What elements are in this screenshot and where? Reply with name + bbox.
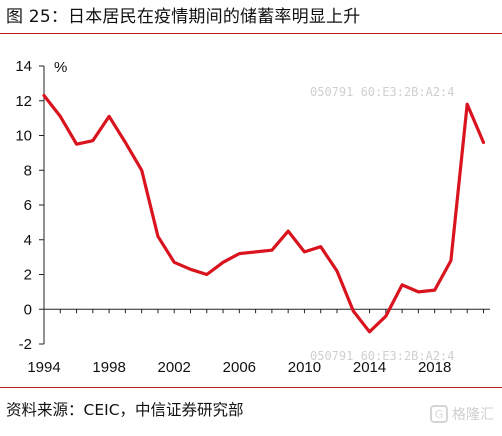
brand-watermark: G 格隆汇 [430, 404, 494, 424]
line-chart: 050791 60:E3:2B:A2:4 050791 60:E3:2B:A2:… [15, 58, 490, 376]
y-tick-label: 8 [24, 162, 32, 179]
x-tick-label: 1994 [27, 359, 60, 376]
y-tick-label: -2 [19, 336, 32, 353]
x-tick-label: 2018 [418, 359, 451, 376]
x-tick-label: 2010 [288, 359, 321, 376]
y-tick-label: 12 [15, 93, 32, 110]
y-tick-label: 6 [24, 197, 32, 214]
axes: -2 0 2 4 6 8 10 12 14 1994 1998 2002 2006 2010 2014 201… [15, 58, 490, 376]
title-divider [0, 33, 502, 34]
y-unit-label: % [54, 59, 67, 76]
x-tick-label: 2014 [353, 359, 386, 376]
y-tick-label: 2 [24, 267, 32, 284]
x-tick-label: 2002 [158, 359, 191, 376]
y-tick-label: 14 [15, 58, 32, 75]
brand-text: 格隆汇 [452, 407, 494, 423]
source-note: 资料来源：CEIC，中信证券研究部 [6, 401, 244, 419]
y-tick-label: 10 [15, 128, 32, 145]
watermark-text: 050791 60:E3:2B:A2:4 [310, 85, 455, 99]
source-divider [0, 387, 502, 388]
chart-title: 图 25：日本居民在疫情期间的储蓄率明显上升 [6, 7, 361, 27]
series-line [42, 93, 486, 334]
watermark-text: 050791 60:E3:2B:A2:4 [310, 349, 455, 363]
x-tick-label: 2006 [223, 359, 256, 376]
y-tick-label: 0 [24, 301, 32, 318]
x-tick-label: 1998 [92, 359, 125, 376]
series-layer [42, 93, 486, 334]
y-tick-label: 4 [24, 232, 32, 249]
gelonghui-logo-icon: G [430, 405, 448, 423]
